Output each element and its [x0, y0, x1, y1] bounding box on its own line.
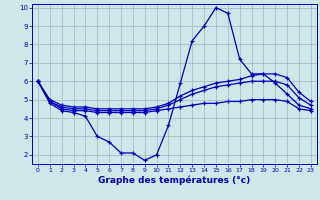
X-axis label: Graphe des températures (°c): Graphe des températures (°c) [98, 176, 251, 185]
